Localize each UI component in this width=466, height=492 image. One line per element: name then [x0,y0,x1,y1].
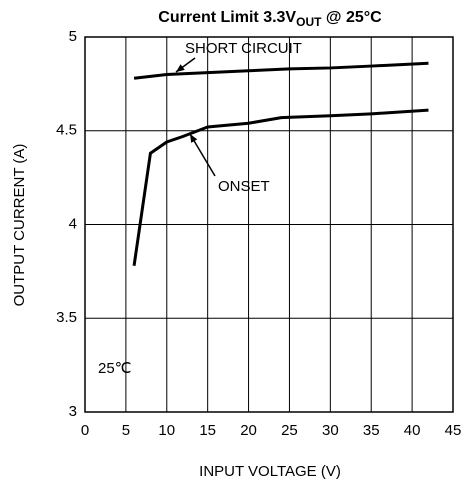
x-tick-label: 40 [404,422,421,439]
annotation: 25℃ [98,360,132,377]
series-label: ONSET [218,178,270,195]
x-tick-label: 0 [81,422,89,439]
chart-title: Current Limit 3.3VOUT @ 25°C [158,9,382,29]
title-subscript: OUT [296,15,322,29]
arrow-head [176,64,185,72]
x-axis-label: INPUT VOLTAGE (V) [199,463,341,480]
series-label: SHORT CIRCUIT [185,40,302,57]
x-tick-label: 5 [122,422,130,439]
x-tick-label: 20 [240,422,257,439]
x-tick-label: 45 [445,422,462,439]
y-tick-label: 3 [69,403,77,420]
title-end: @ 25°C [321,9,382,26]
title-main: Current Limit 3.3V [158,9,296,26]
y-tick-label: 4.5 [56,122,77,139]
y-tick-label: 3.5 [56,309,77,326]
x-tick-label: 10 [158,422,175,439]
data-line [133,61,429,80]
x-tick-label: 35 [363,422,380,439]
x-tick-label: 25 [281,422,298,439]
arrow-head [190,134,198,143]
x-tick-label: 15 [199,422,216,439]
y-tick-label: 5 [69,28,77,45]
y-tick-label: 4 [69,215,77,232]
x-tick-label: 30 [322,422,339,439]
data-line [132,108,429,266]
y-axis-label: OUTPUT CURRENT (A) [11,144,28,307]
plot-frame [84,36,454,413]
